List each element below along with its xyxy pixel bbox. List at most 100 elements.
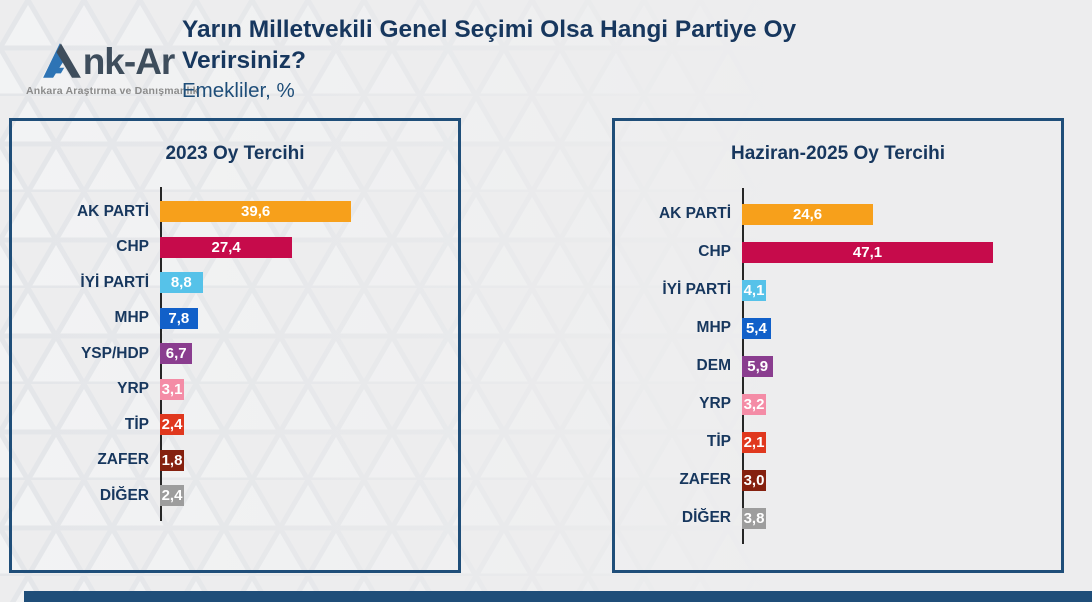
bar: 3,0 <box>742 469 766 491</box>
bar-value-label: 2,4 <box>161 416 183 434</box>
party-label: YRP <box>117 380 149 398</box>
party-label: DİĞER <box>99 486 149 504</box>
party-label: AK PARTİ <box>76 202 149 220</box>
party-label: YSP/HDP <box>80 344 149 362</box>
page-title: Yarın Milletvekili Genel Seçimi Olsa Han… <box>182 16 797 75</box>
bar-track: 5,4 <box>742 317 1057 339</box>
bar: 2,1 <box>742 431 766 453</box>
bar-track: 47,1 <box>742 241 1057 263</box>
chart-row: DİĞER 3,8 <box>615 499 1057 537</box>
party-label: CHP <box>116 238 149 256</box>
bar-value-label: 1,8 <box>161 451 183 469</box>
bar: 27,4 <box>160 236 293 258</box>
bar-track: 3,1 <box>160 378 454 400</box>
bar: 5,4 <box>742 317 771 339</box>
party-label: TİP <box>124 415 149 433</box>
bar-track: 3,2 <box>742 393 1057 415</box>
bar-track: 2,4 <box>160 485 454 507</box>
ankar-wordmark-text: nk-Ar <box>82 41 176 82</box>
bar-value-label: 3,0 <box>743 471 765 489</box>
party-label: İYİ PARTİ <box>662 281 731 298</box>
chart-row: TİP 2,1 <box>615 423 1057 461</box>
bar: 1,8 <box>160 449 184 471</box>
bar-track: 2,4 <box>160 414 454 436</box>
page-subtitle: Emekliler, % <box>182 79 295 103</box>
bar-value-label: 5,9 <box>747 357 769 375</box>
chart-rows: AK PARTİ 39,6 CHP 27,4 İYİ PARTİ 8,8 MHP 7,8 YSP… <box>12 194 454 514</box>
chart-row: CHP 47,1 <box>615 233 1057 271</box>
bar-track: 7,8 <box>160 307 454 329</box>
bar: 3,8 <box>742 507 766 529</box>
bar-value-label: 4,1 <box>743 281 765 299</box>
bar-track: 8,8 <box>160 272 454 294</box>
chart-row: TİP 2,4 <box>12 407 454 443</box>
ankar-wordmark: nk-Ar <box>26 28 190 80</box>
chart-row: MHP 5,4 <box>615 309 1057 347</box>
chart-row: ZAFER 3,0 <box>615 461 1057 499</box>
party-label: DEM <box>696 357 731 374</box>
heading-block: Yarın Milletvekili Genel Seçimi Olsa Han… <box>182 14 922 103</box>
party-label: YRP <box>699 395 731 412</box>
party-label: MHP <box>114 309 149 327</box>
party-label: CHP <box>698 243 731 260</box>
bar: 6,7 <box>160 343 193 365</box>
bar-value-label: 3,2 <box>743 395 765 413</box>
bar: 24,6 <box>742 203 874 225</box>
bar-value-label: 8,8 <box>170 274 192 292</box>
chart-row: YRP 3,1 <box>12 372 454 408</box>
chart-row: ZAFER 1,8 <box>12 443 454 479</box>
bar: 7,8 <box>160 307 198 329</box>
chart-row: DEM 5,9 <box>615 347 1057 385</box>
chart-row: AK PARTİ 24,6 <box>615 195 1057 233</box>
bar-track: 6,7 <box>160 343 454 365</box>
bar-track: 24,6 <box>742 203 1057 225</box>
bar-track: 2,1 <box>742 431 1057 453</box>
party-label: ZAFER <box>97 451 149 469</box>
poll-panel-haziran-2025: Haziran-2025 Oy Tercihi AK PARTİ 24,6 CHP 4… <box>612 118 1064 573</box>
chart-row: AK PARTİ 39,6 <box>12 194 454 230</box>
bar-value-label: 39,6 <box>241 203 271 221</box>
chart-row: İYİ PARTİ 4,1 <box>615 271 1057 309</box>
bar-track: 1,8 <box>160 449 454 471</box>
chart-row: DİĞER 2,4 <box>12 478 454 514</box>
party-label: İYİ PARTİ <box>80 273 149 291</box>
chart-row: CHP 27,4 <box>12 230 454 266</box>
bar-value-label: 27,4 <box>211 238 241 256</box>
footer-accent-bar <box>24 591 1092 602</box>
bar-track: 3,0 <box>742 469 1057 491</box>
bar: 8,8 <box>160 272 203 294</box>
bar: 5,9 <box>742 355 774 377</box>
bar-value-label: 6,7 <box>165 345 187 363</box>
party-label: AK PARTİ <box>658 205 731 222</box>
ankar-stylized-a-icon <box>42 43 81 78</box>
bar: 3,2 <box>742 393 766 415</box>
ankar-tagline: Ankara Araştırma ve Danışmanlık <box>26 85 199 97</box>
chart-row: MHP 7,8 <box>12 301 454 337</box>
bar-chart-haziran-2025: AK PARTİ 24,6 CHP 47,1 İYİ PARTİ 4,1 MHP 5,4 DEM… <box>615 188 1057 544</box>
bar: 39,6 <box>160 201 352 223</box>
poll-panel-2023: 2023 Oy Tercihi AK PARTİ 39,6 CHP 27,4 İYİ P… <box>9 118 461 573</box>
bar-value-label: 47,1 <box>852 243 883 261</box>
bar: 4,1 <box>742 279 766 301</box>
bar-value-label: 2,4 <box>161 487 183 505</box>
bar: 2,4 <box>160 414 184 436</box>
bar-track: 39,6 <box>160 201 454 223</box>
bar: 3,1 <box>160 378 184 400</box>
panel-title-2023: 2023 Oy Tercihi <box>165 143 305 164</box>
party-label: DİĞER <box>681 509 731 526</box>
party-label: TİP <box>706 433 731 450</box>
bar-track: 27,4 <box>160 236 454 258</box>
bar-value-label: 2,1 <box>743 433 765 451</box>
bar: 47,1 <box>742 241 993 263</box>
chart-rows: AK PARTİ 24,6 CHP 47,1 İYİ PARTİ 4,1 MHP 5,4 DEM… <box>615 195 1057 537</box>
party-label: MHP <box>696 319 731 336</box>
chart-row: YRP 3,2 <box>615 385 1057 423</box>
bar-value-label: 5,4 <box>745 319 767 337</box>
bar-value-label: 3,8 <box>743 509 765 527</box>
bar: 2,4 <box>160 485 184 507</box>
ankar-logo: nk-Ar Ankara Araştırma ve Danışmanlık <box>26 28 199 97</box>
bar-track: 3,8 <box>742 507 1057 529</box>
bar-track: 5,9 <box>742 355 1057 377</box>
party-label: ZAFER <box>679 471 731 488</box>
